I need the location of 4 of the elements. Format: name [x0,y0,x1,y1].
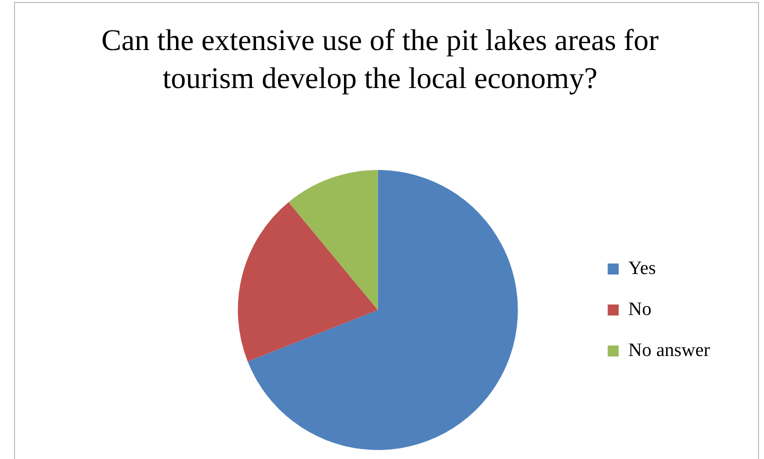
legend-label: No [628,298,652,320]
legend-label: Yes [628,258,656,279]
chart-title: Can the extensive use of the pit lakes areas for tourism develop the local economy? [100,23,660,97]
legend-label: No answer [628,340,711,361]
